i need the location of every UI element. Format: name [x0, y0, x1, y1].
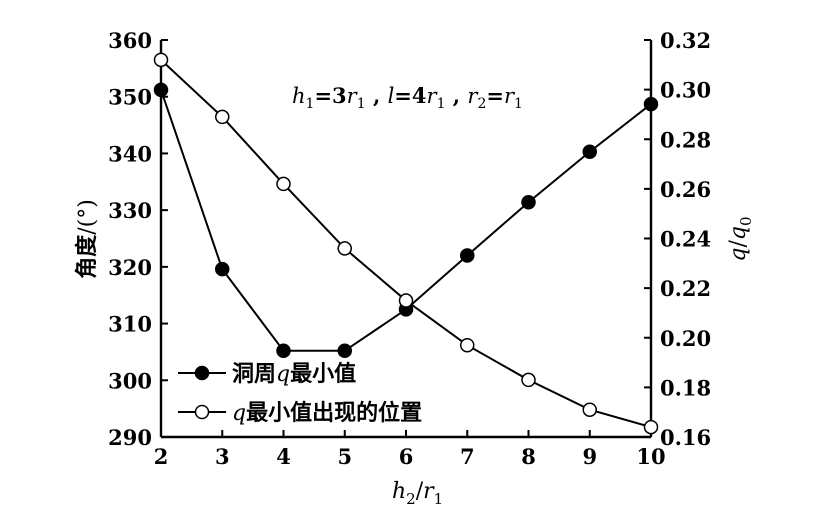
x-tick-label: 6 [399, 444, 414, 469]
y-left-axis-title: 角度/(°) [74, 199, 100, 279]
series-2-point [215, 109, 230, 125]
y-right-tick-label: 0.20 [660, 326, 711, 351]
y-left-tick-label: 360 [108, 28, 152, 53]
series-group [153, 52, 659, 435]
series-1-point [153, 82, 169, 98]
series-2-point [521, 372, 536, 388]
x-tick-label: 2 [154, 444, 169, 469]
legend-marker-2 [194, 404, 210, 420]
y-right-tick-label: 0.30 [660, 78, 711, 103]
y-left-tick-label: 300 [108, 368, 152, 393]
x-axis-title: h2/r1 [392, 479, 443, 508]
x-tick-label: 10 [636, 444, 665, 469]
legend: 洞周q最小值 q最小值出现的位置 [178, 361, 422, 426]
y-right-ticks: 0.16 0.18 0.20 0.22 0.24 0.26 0.28 0.30 0.32 [644, 28, 711, 450]
x-tick-label: 8 [521, 444, 536, 469]
parameter-annotation: h1=3r1 , l=4r1 , r2=r1 [292, 83, 523, 112]
series-2-point [153, 52, 169, 68]
series-1-point [460, 248, 475, 263]
y-right-tick-label: 0.16 [660, 425, 711, 450]
y-left-tick-label: 310 [108, 312, 152, 337]
y-right-tick-label: 0.28 [660, 127, 711, 152]
series-1-point [582, 144, 597, 159]
x-tick-label: 3 [215, 444, 230, 469]
series-2-point [460, 337, 475, 353]
x-tick-label: 5 [337, 444, 352, 469]
y-left-tick-label: 340 [108, 141, 152, 166]
y-left-tick-label: 350 [108, 85, 152, 110]
series-2-point [398, 293, 414, 308]
series-2-point [582, 402, 597, 417]
x-tick-label: 9 [582, 444, 597, 469]
y-right-tick-label: 0.18 [660, 375, 711, 400]
y-right-axis-title: q/q0 [726, 216, 755, 261]
x-tick-label: 4 [276, 444, 291, 469]
x-ticks: 2 3 4 5 6 7 8 9 10 [154, 430, 666, 469]
series-1-point [276, 343, 291, 359]
y-left-ticks: 290 300 310 320 330 340 350 360 [108, 28, 168, 450]
series-1-point [337, 343, 352, 359]
y-right-tick-label: 0.32 [660, 28, 711, 53]
x-tick-label: 7 [460, 444, 475, 469]
legend-label-2: q最小值出现的位置 [232, 400, 422, 426]
series-1-point [215, 261, 230, 277]
series-1-point [643, 96, 659, 112]
y-right-tick-label: 0.26 [660, 177, 711, 202]
series-2-point [337, 241, 352, 256]
series-2-point [643, 419, 659, 435]
y-left-tick-label: 320 [108, 255, 152, 280]
series-2-point [276, 176, 291, 192]
y-right-tick-label: 0.24 [660, 227, 711, 252]
series-1-point [521, 194, 536, 210]
y-left-tick-label: 330 [108, 198, 152, 223]
legend-label-1: 洞周q最小值 [232, 361, 356, 387]
y-left-tick-label: 290 [108, 425, 152, 450]
y-right-tick-label: 0.22 [660, 276, 711, 301]
legend-marker-1 [194, 365, 210, 381]
